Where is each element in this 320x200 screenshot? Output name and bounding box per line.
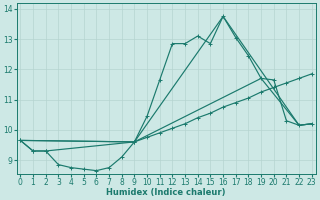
X-axis label: Humidex (Indice chaleur): Humidex (Indice chaleur) <box>106 188 226 197</box>
